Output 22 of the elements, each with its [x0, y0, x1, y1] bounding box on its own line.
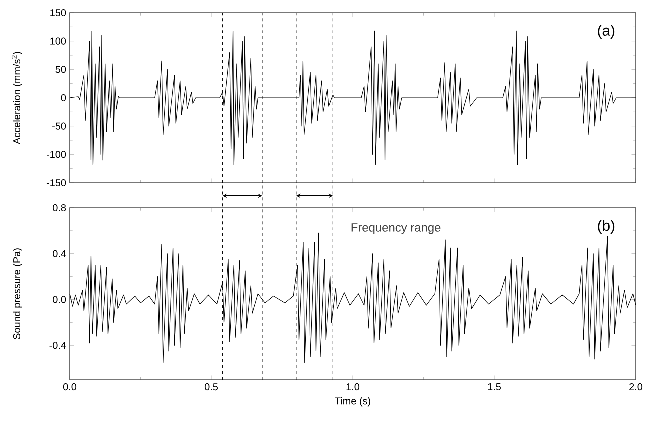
annotation: (a) [598, 25, 615, 39]
y-tick-label: 50 [56, 66, 66, 74]
y-tick-label: -0.4 [50, 342, 66, 350]
annotation: (b) [598, 220, 615, 234]
annotation: Frequency range [352, 224, 441, 234]
y-tick-label: 0.8 [53, 204, 66, 212]
y-tick-label: 100 [50, 38, 66, 45]
y-tick-label: -150 [46, 179, 66, 187]
y-tick-label: 0.4 [53, 250, 66, 258]
x-tick-label: 2.0 [630, 384, 643, 391]
y-tick-label: 0.0 [53, 296, 66, 304]
y-tick-label: -100 [46, 151, 66, 158]
x-tick-label: 0.0 [63, 384, 77, 391]
y-tick-label: 150 [50, 9, 66, 17]
x-tick-label: 0.5 [204, 384, 218, 391]
y-tick-label: 0 [61, 94, 66, 102]
x-tick-label: 1.0 [346, 384, 360, 391]
x-axis-title: Time (s) [335, 397, 370, 407]
y-tick-label: -50 [52, 122, 66, 130]
y-axis-title: Sound pressure (Pa) [13, 248, 22, 340]
x-tick-label: 1.5 [488, 384, 502, 390]
y-axis-title: Acceleration (mm/s$^{2}$) [12, 52, 22, 144]
